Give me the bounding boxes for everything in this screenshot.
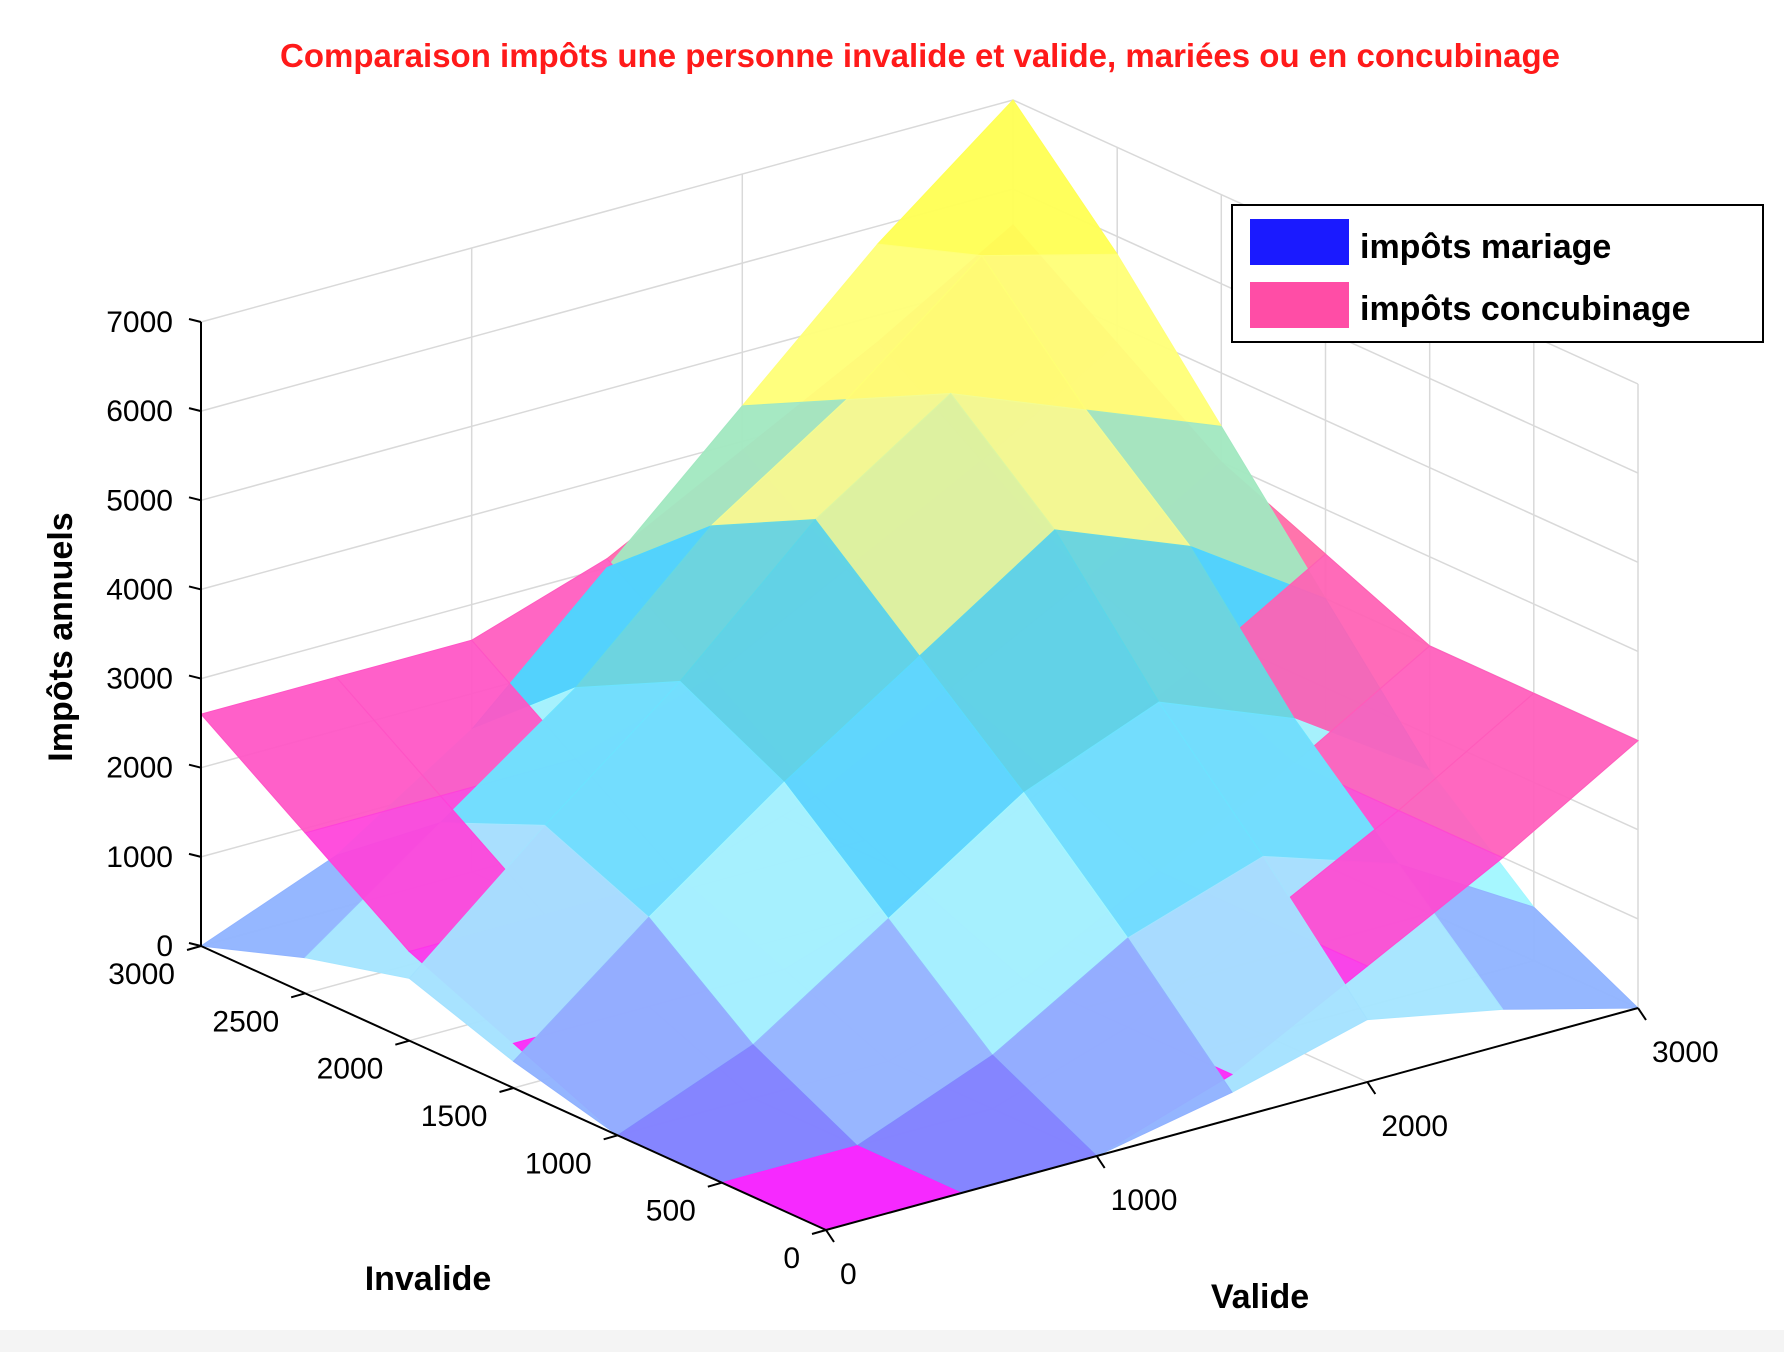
y-tick-label-1: 500 xyxy=(646,1195,696,1228)
y-tick-label-5: 2500 xyxy=(212,1005,279,1038)
x-tick-mark-2 xyxy=(1366,1081,1377,1095)
z-tick-label-6: 6000 xyxy=(106,395,173,428)
z-tick-mark-2 xyxy=(188,763,202,769)
z-tick-label-4: 4000 xyxy=(106,573,173,606)
z-tick-mark-1 xyxy=(188,852,202,858)
z-tick-label-7: 7000 xyxy=(106,306,173,339)
figure-bottom-strip xyxy=(0,1330,1784,1352)
z-tick-mark-4 xyxy=(188,585,202,591)
z-tick-mark-3 xyxy=(188,674,202,680)
y-tick-mark-5 xyxy=(290,992,306,999)
axes-layer xyxy=(186,318,1647,1243)
z-tick-label-0: 0 xyxy=(156,930,173,963)
y-tick-mark-4 xyxy=(395,1039,410,1046)
z-axis-label: Impôts annuels xyxy=(42,512,80,761)
x-tick-mark-0 xyxy=(825,1229,835,1243)
y-tick-label-2: 1000 xyxy=(525,1147,592,1180)
z-tick-mark-0 xyxy=(188,942,202,947)
tick-labels: 0100020003000050010001500200025003000010… xyxy=(106,306,1719,1291)
z-tick-label-2: 2000 xyxy=(106,752,173,785)
y-tick-mark-2 xyxy=(603,1134,618,1141)
x-axis-label: Valide xyxy=(1211,1278,1309,1316)
x-axis-line xyxy=(825,1007,1639,1231)
z-tick-mark-5 xyxy=(188,496,202,502)
legend: impôts mariage impôts concubinage xyxy=(1231,204,1764,343)
y-tick-mark-1 xyxy=(707,1181,723,1188)
legend-label-mariage: impôts mariage xyxy=(1360,228,1611,266)
z-tick-label-1: 1000 xyxy=(106,841,173,874)
surface-layer xyxy=(199,99,1640,1231)
x-tick-label-1: 1000 xyxy=(1111,1184,1178,1217)
z-tick-mark-6 xyxy=(188,407,202,413)
legend-swatch-mariage xyxy=(1250,219,1349,265)
x-tick-label-0: 0 xyxy=(840,1258,857,1291)
legend-label-concubinage: impôts concubinage xyxy=(1360,290,1691,328)
y-tick-mark-6 xyxy=(186,945,202,951)
y-tick-mark-0 xyxy=(811,1229,827,1235)
y-tick-label-6: 3000 xyxy=(108,958,175,991)
y-tick-mark-3 xyxy=(499,1087,514,1093)
mariage-surface-patch-5-5 xyxy=(876,99,1119,257)
z-tick-label-3: 3000 xyxy=(106,663,173,696)
z-tick-mark-7 xyxy=(188,318,202,323)
y-axis-label: Invalide xyxy=(365,1260,492,1298)
x-tick-label-2: 2000 xyxy=(1381,1110,1448,1143)
chart-title: Comparaison impôts une personne invalide… xyxy=(280,37,1560,74)
z-tick-label-5: 5000 xyxy=(106,484,173,517)
x-tick-mark-1 xyxy=(1095,1155,1106,1169)
y-tick-label-4: 2000 xyxy=(317,1053,384,1086)
x-tick-mark-3 xyxy=(1637,1007,1647,1021)
y-tick-label-0: 0 xyxy=(783,1242,800,1275)
x-tick-label-3: 3000 xyxy=(1652,1036,1719,1069)
y-tick-label-3: 1500 xyxy=(421,1100,488,1133)
legend-swatch-concubinage xyxy=(1250,282,1349,328)
